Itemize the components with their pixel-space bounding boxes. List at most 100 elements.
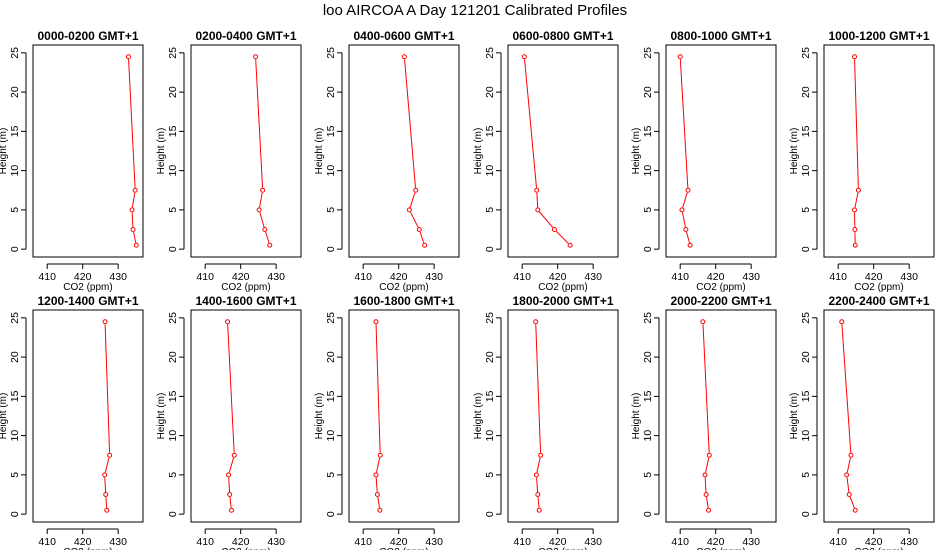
- data-point: [260, 187, 266, 193]
- y-tick-label: 10: [325, 165, 337, 177]
- profile-line-segment: [846, 477, 850, 493]
- x-tick-label: 420: [707, 271, 725, 283]
- data-point: [852, 507, 858, 513]
- profile-line-segment: [255, 59, 264, 188]
- x-axis-label: CO2 (ppm): [63, 282, 112, 293]
- x-tick-label: 430: [584, 536, 602, 548]
- y-tick-label: 20: [325, 351, 337, 363]
- y-tick-label: 5: [9, 472, 21, 478]
- y-tick-label: 25: [642, 47, 654, 59]
- data-point: [846, 492, 852, 498]
- profile-line-segment: [104, 324, 111, 453]
- profile-panel-9: 1800-2000 GMT+1 0 5 10 15 20 25 Height (m) 410 42…: [473, 294, 619, 550]
- data-point: [852, 227, 858, 233]
- data-point: [102, 319, 108, 325]
- profile-line-segment: [104, 477, 107, 492]
- panel-title: 0000-0200 GMT+1: [37, 29, 138, 43]
- profile-panel-8: 1600-1800 GMT+1 0 5 10 15 20 25 Height (m) 410 42…: [314, 294, 460, 550]
- y-tick-label: 20: [800, 86, 812, 98]
- y-tick-label: 25: [484, 312, 496, 324]
- y-tick-label: 15: [167, 125, 179, 137]
- x-tick-label: 420: [390, 271, 408, 283]
- x-tick-label: 430: [109, 271, 127, 283]
- panel-title: 1800-2000 GMT+1: [512, 294, 613, 308]
- y-tick-label: 0: [484, 511, 496, 517]
- data-point: [133, 242, 139, 248]
- x-tick-label: 410: [829, 536, 847, 548]
- profile-line-segment: [524, 59, 537, 188]
- y-tick-label: 20: [167, 351, 179, 363]
- y-tick-label: 25: [800, 47, 812, 59]
- y-tick-label: 25: [642, 312, 654, 324]
- data-point: [535, 492, 541, 498]
- x-tick-label: 410: [513, 271, 531, 283]
- x-axis-label: CO2 (ppm): [854, 282, 903, 293]
- x-axis-label: CO2 (ppm): [538, 282, 587, 293]
- profile-line-segment: [104, 457, 110, 473]
- y-tick-label: 15: [642, 125, 654, 137]
- x-axis-label: CO2 (ppm): [379, 547, 428, 550]
- y-tick-label: 10: [642, 430, 654, 442]
- plot-frame: [665, 309, 777, 523]
- data-point: [852, 207, 858, 213]
- data-point: [844, 472, 850, 478]
- y-tick-label: 0: [9, 511, 21, 517]
- x-tick-label: 420: [865, 271, 883, 283]
- y-axis-label: Height (m): [156, 128, 167, 175]
- x-tick-label: 410: [829, 271, 847, 283]
- x-tick-label: 410: [196, 536, 214, 548]
- profile-line-segment: [841, 324, 852, 453]
- y-tick-label: 25: [9, 312, 21, 324]
- x-axis-label: CO2 (ppm): [696, 547, 745, 550]
- data-point: [225, 319, 231, 325]
- y-tick-label: 0: [800, 246, 812, 252]
- data-point: [129, 207, 135, 213]
- x-tick-label: 410: [38, 536, 56, 548]
- y-tick-label: 20: [642, 351, 654, 363]
- profile-line-segment: [854, 192, 859, 208]
- x-tick-label: 430: [742, 536, 760, 548]
- data-point: [703, 492, 709, 498]
- plot-frame: [823, 44, 935, 258]
- plot-frame: [32, 309, 144, 523]
- data-point: [130, 227, 136, 233]
- panel-title: 1400-1600 GMT+1: [195, 294, 296, 308]
- y-tick-label: 20: [484, 86, 496, 98]
- profile-line-segment: [228, 457, 235, 473]
- y-tick-label: 20: [642, 86, 654, 98]
- profile-line-segment: [419, 231, 425, 243]
- data-point: [551, 227, 557, 233]
- x-tick-label: 420: [74, 536, 92, 548]
- profile-line-segment: [404, 59, 416, 188]
- profile-line-segment: [131, 192, 136, 208]
- y-tick-label: 25: [325, 47, 337, 59]
- panel-title: 1600-1800 GMT+1: [353, 294, 454, 308]
- y-tick-label: 15: [167, 390, 179, 402]
- profile-panel-10: 2000-2200 GMT+1 0 5 10 15 20 25 Height (m) 410 42…: [631, 294, 777, 550]
- data-point: [706, 452, 712, 458]
- y-axis-label: Height (m): [789, 128, 800, 175]
- profile-line-segment: [702, 324, 710, 453]
- x-axis-label: CO2 (ppm): [63, 547, 112, 550]
- y-tick-label: 15: [800, 390, 812, 402]
- plot-frame: [507, 309, 619, 523]
- data-point: [536, 507, 542, 513]
- profile-panel-4: 0800-1000 GMT+1 0 5 10 15 20 25 Height (m) 410 42…: [631, 29, 777, 293]
- profile-line-segment: [846, 457, 851, 473]
- data-point: [262, 227, 268, 233]
- data-point: [538, 452, 544, 458]
- y-tick-label: 20: [167, 86, 179, 98]
- y-tick-label: 25: [484, 47, 496, 59]
- y-tick-label: 20: [484, 351, 496, 363]
- y-tick-label: 5: [642, 472, 654, 478]
- x-tick-label: 430: [425, 536, 443, 548]
- profile-line-segment: [536, 457, 541, 473]
- x-tick-label: 420: [390, 536, 408, 548]
- data-point: [852, 54, 858, 60]
- profile-line-segment: [377, 497, 380, 508]
- y-tick-label: 10: [9, 165, 21, 177]
- profile-line-segment: [704, 477, 707, 492]
- profile-line-segment: [409, 192, 416, 208]
- y-axis-label: Height (m): [473, 393, 484, 440]
- data-point: [228, 507, 234, 513]
